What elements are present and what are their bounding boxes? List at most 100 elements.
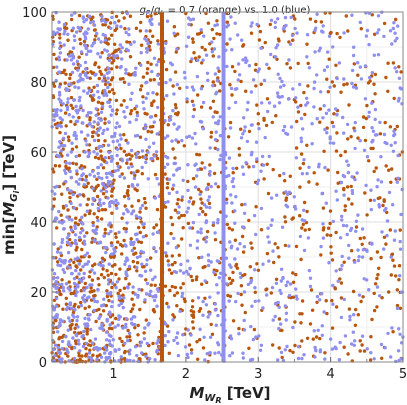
data-point-orange xyxy=(100,208,105,212)
data-point-blue xyxy=(382,247,386,251)
data-point-blue xyxy=(115,206,119,210)
data-point-blue xyxy=(167,177,172,182)
data-point-orange xyxy=(67,138,71,143)
data-point-blue xyxy=(74,242,78,246)
data-point-blue xyxy=(215,283,219,287)
data-point-blue xyxy=(143,126,148,130)
data-point-blue xyxy=(342,174,347,179)
data-point-blue xyxy=(121,212,126,216)
data-point-blue xyxy=(196,230,200,234)
data-point-orange xyxy=(334,230,338,235)
data-point-blue xyxy=(55,65,59,69)
data-point-orange xyxy=(233,69,237,74)
data-point-blue xyxy=(148,357,152,361)
data-point-blue xyxy=(52,316,56,320)
data-point-blue xyxy=(87,318,91,322)
data-point-blue xyxy=(204,303,209,307)
data-point-blue xyxy=(196,168,200,172)
data-point-orange xyxy=(192,200,196,204)
data-point-blue xyxy=(83,300,87,304)
data-point-blue xyxy=(130,248,134,253)
data-point-blue xyxy=(124,71,128,75)
data-point-blue xyxy=(370,126,374,130)
data-point-blue xyxy=(85,91,90,95)
data-point-blue xyxy=(235,87,239,91)
data-point-orange xyxy=(224,197,229,201)
data-point-orange xyxy=(299,152,304,156)
data-point-blue xyxy=(57,20,61,24)
data-point-orange xyxy=(382,198,386,202)
data-point-blue xyxy=(292,195,296,199)
data-point-blue xyxy=(81,172,86,176)
data-point-orange xyxy=(103,117,107,121)
data-point-blue xyxy=(242,129,247,133)
data-point-orange xyxy=(191,326,196,330)
data-point-orange xyxy=(397,278,401,282)
data-point-orange xyxy=(102,159,106,163)
data-point-blue xyxy=(214,130,218,134)
data-point-orange xyxy=(167,268,172,272)
data-point-orange xyxy=(293,320,297,324)
data-point-orange xyxy=(312,171,316,175)
data-point-orange xyxy=(300,339,304,343)
data-point-blue xyxy=(65,107,70,112)
data-point-blue xyxy=(361,248,366,252)
data-point-orange xyxy=(179,213,184,218)
data-point-blue xyxy=(230,48,234,52)
data-point-orange xyxy=(140,172,144,176)
data-point-blue xyxy=(279,350,284,355)
data-point-blue xyxy=(60,237,65,242)
data-point-blue xyxy=(61,143,65,148)
data-point-blue xyxy=(151,295,155,299)
data-point-blue xyxy=(58,140,62,144)
data-point-blue xyxy=(126,48,130,53)
data-point-blue xyxy=(110,173,115,178)
data-point-blue xyxy=(164,251,168,255)
data-point-blue xyxy=(188,267,192,271)
data-point-blue xyxy=(259,343,264,347)
data-point-blue xyxy=(85,209,90,213)
data-point-blue xyxy=(144,137,148,141)
data-point-blue xyxy=(172,122,176,126)
data-point-orange xyxy=(264,288,268,292)
data-point-blue xyxy=(62,289,66,293)
data-point-blue xyxy=(62,270,67,275)
data-point-blue xyxy=(276,358,280,362)
data-point-blue xyxy=(83,73,88,77)
data-point-orange xyxy=(116,240,120,244)
data-point-blue xyxy=(107,150,111,155)
data-point-blue xyxy=(369,207,373,212)
data-point-blue xyxy=(356,61,360,65)
data-point-orange xyxy=(101,309,106,313)
data-point-blue xyxy=(250,304,254,308)
data-point-blue xyxy=(383,140,387,145)
data-point-orange xyxy=(203,264,207,269)
data-point-orange xyxy=(97,307,101,312)
data-point-blue xyxy=(66,88,70,92)
data-point-blue xyxy=(85,251,90,255)
data-point-orange xyxy=(130,307,135,311)
data-point-blue xyxy=(156,105,160,110)
data-point-orange xyxy=(301,222,305,227)
data-point-orange xyxy=(114,98,119,103)
data-point-blue xyxy=(83,316,87,321)
data-point-orange xyxy=(128,157,132,161)
data-point-orange xyxy=(372,82,376,86)
data-point-blue xyxy=(212,270,216,274)
data-point-blue xyxy=(276,300,280,305)
data-point-orange xyxy=(309,288,314,292)
data-point-blue xyxy=(105,161,109,165)
data-point-blue xyxy=(134,214,138,218)
data-point-blue xyxy=(110,15,114,20)
data-point-blue xyxy=(315,117,319,121)
data-point-orange xyxy=(288,174,292,178)
data-point-blue xyxy=(153,275,157,279)
data-point-blue xyxy=(69,306,74,310)
data-point-orange xyxy=(387,168,391,172)
data-point-blue xyxy=(107,355,112,360)
data-point-orange xyxy=(101,192,106,196)
data-point-blue xyxy=(193,163,197,167)
data-point-blue xyxy=(103,48,107,52)
data-point-orange xyxy=(225,20,229,24)
data-point-orange xyxy=(235,166,239,170)
